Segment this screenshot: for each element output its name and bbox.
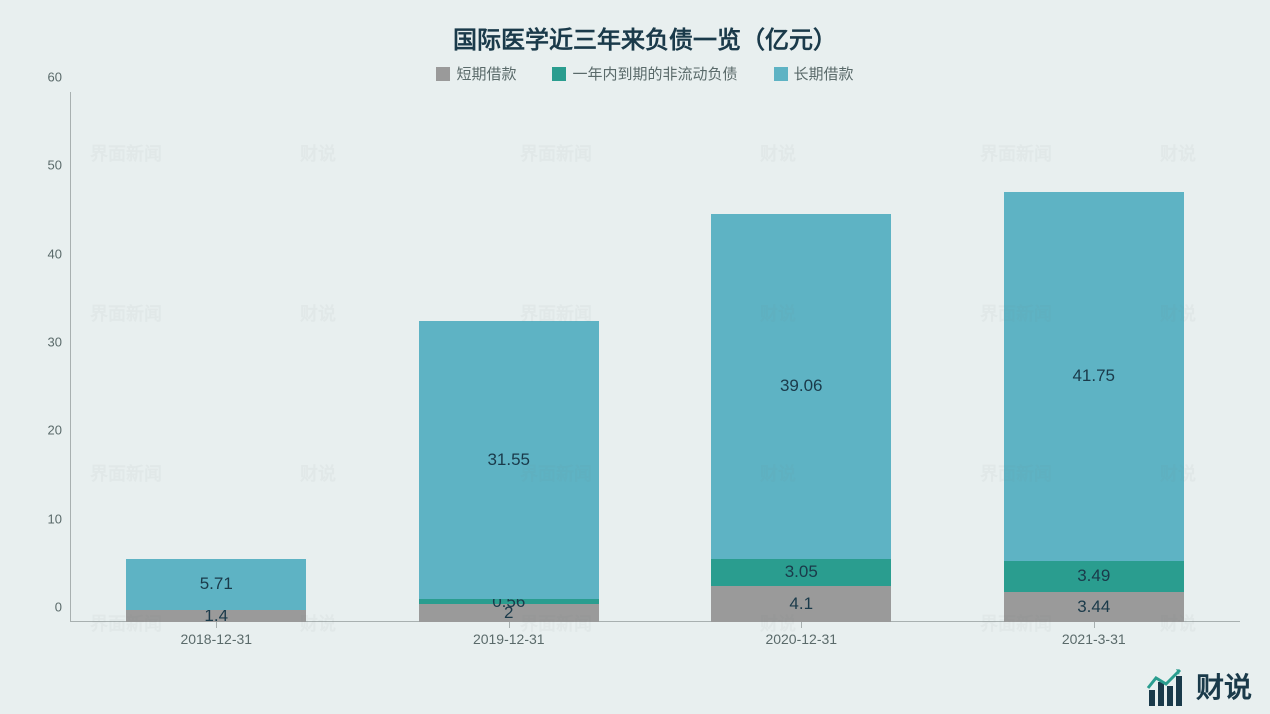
legend-swatch bbox=[552, 67, 566, 81]
bar-value-label: 3.49 bbox=[1077, 566, 1110, 586]
legend-swatch bbox=[436, 67, 450, 81]
bar-value-label: 4.1 bbox=[789, 594, 813, 614]
y-tick-label: 30 bbox=[48, 335, 62, 350]
x-tick-label: 2021-3-31 bbox=[1062, 631, 1126, 647]
x-tick-label: 2018-12-31 bbox=[180, 631, 252, 647]
legend-item: 长期借款 bbox=[774, 63, 854, 84]
legend-label: 短期借款 bbox=[456, 63, 516, 84]
y-tick-label: 40 bbox=[48, 246, 62, 261]
logo-text: 财说 bbox=[1196, 666, 1252, 706]
bar-value-label: 3.05 bbox=[785, 562, 818, 582]
chart-title: 国际医学近三年来负债一览（亿元） bbox=[50, 20, 1240, 55]
legend-swatch bbox=[774, 67, 788, 81]
legend-label: 长期借款 bbox=[794, 63, 854, 84]
bar-value-label: 41.75 bbox=[1072, 366, 1115, 386]
bar-segment: 1.4 bbox=[126, 610, 306, 622]
bar-value-label: 31.55 bbox=[487, 450, 530, 470]
x-tick-mark bbox=[801, 622, 802, 628]
bar-segment: 5.71 bbox=[126, 559, 306, 609]
x-tick-label: 2020-12-31 bbox=[765, 631, 837, 647]
brand-logo: 财说 bbox=[1146, 666, 1252, 706]
plot-area: 0102030405060 1.45.7120.5631.554.13.0539… bbox=[70, 92, 1240, 652]
bar-value-label: 3.44 bbox=[1077, 597, 1110, 617]
legend-item: 短期借款 bbox=[436, 63, 516, 84]
bar-segment: 31.55 bbox=[419, 321, 599, 600]
y-tick-label: 20 bbox=[48, 423, 62, 438]
y-tick-label: 60 bbox=[48, 70, 62, 85]
bar-value-label: 5.71 bbox=[200, 574, 233, 594]
legend-label: 一年内到期的非流动负债 bbox=[572, 63, 737, 84]
y-tick-label: 10 bbox=[48, 511, 62, 526]
x-tick-mark bbox=[509, 622, 510, 628]
bars-area: 1.45.7120.5631.554.13.0539.063.443.4941.… bbox=[70, 92, 1240, 622]
bar-segment: 0.56 bbox=[419, 599, 599, 604]
bar-value-label: 39.06 bbox=[780, 376, 823, 396]
x-tick-mark bbox=[216, 622, 217, 628]
bar-segment: 3.44 bbox=[1004, 592, 1184, 622]
legend-item: 一年内到期的非流动负债 bbox=[552, 63, 737, 84]
bar-segment: 3.49 bbox=[1004, 561, 1184, 592]
bar-segment: 41.75 bbox=[1004, 192, 1184, 561]
x-tick-mark bbox=[1094, 622, 1095, 628]
bar-segment: 4.1 bbox=[711, 586, 891, 622]
bar-segment: 3.05 bbox=[711, 559, 891, 586]
legend: 短期借款 一年内到期的非流动负债 长期借款 bbox=[50, 63, 1240, 84]
bar-segment: 39.06 bbox=[711, 214, 891, 559]
logo-bars-icon bbox=[1146, 666, 1192, 706]
y-axis: 0102030405060 bbox=[45, 92, 70, 622]
chart-container: 国际医学近三年来负债一览（亿元） 短期借款 一年内到期的非流动负债 长期借款 0 10… bbox=[0, 0, 1270, 714]
x-tick-label: 2019-12-31 bbox=[473, 631, 545, 647]
y-tick-label: 50 bbox=[48, 158, 62, 173]
y-tick-label: 0 bbox=[55, 600, 62, 615]
